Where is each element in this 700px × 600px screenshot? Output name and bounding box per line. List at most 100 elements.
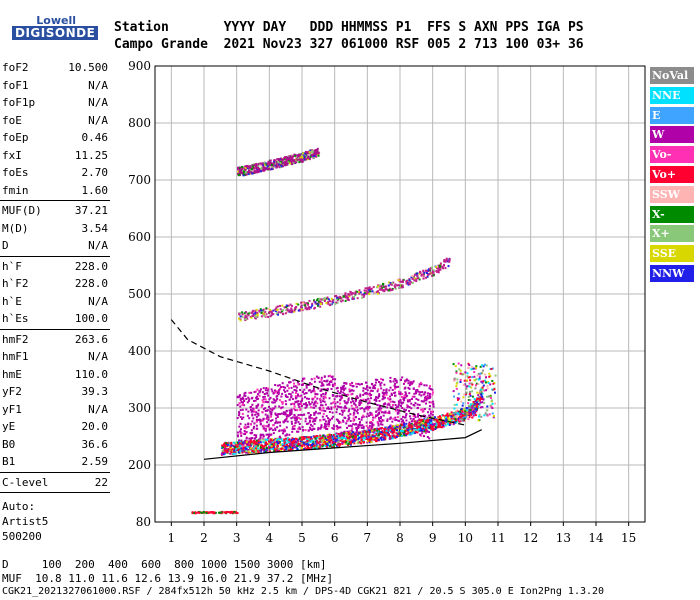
data-point-w: [297, 421, 300, 424]
data-point-spread: [469, 390, 472, 393]
data-point-w: [372, 384, 375, 387]
data-point-f: [470, 407, 473, 410]
data-point-f: [336, 299, 339, 302]
data-point-w: [292, 425, 295, 428]
data-point-spread: [484, 379, 487, 382]
data-point-w: [376, 414, 379, 417]
data-point-w: [323, 425, 326, 428]
data-point-f: [280, 438, 283, 441]
data-point-f: [290, 304, 293, 307]
data-point-f: [336, 443, 339, 446]
data-point-f: [394, 427, 397, 430]
data-point-f: [310, 152, 313, 155]
data-point-f: [247, 442, 250, 445]
data-point-w: [268, 427, 271, 430]
data-point-f: [349, 431, 352, 434]
data-point-w: [365, 407, 368, 410]
data-point-w: [313, 427, 316, 430]
data-point-f: [311, 302, 314, 305]
data-point-f: [264, 310, 267, 313]
data-point-w: [366, 389, 369, 392]
data-point-f: [295, 305, 298, 308]
data-point-w: [285, 418, 288, 421]
data-point-spread: [491, 412, 494, 415]
data-point-f: [279, 162, 282, 165]
data-point-f: [357, 435, 360, 438]
data-point-f: [239, 446, 242, 449]
data-point-w: [410, 420, 413, 423]
data-point-f: [322, 438, 325, 441]
data-point-spread: [481, 364, 484, 367]
data-point-w: [289, 412, 292, 415]
data-point-f: [255, 308, 258, 311]
data-point-f: [285, 156, 288, 159]
data-point-f: [464, 414, 467, 417]
data-point-w: [314, 395, 317, 398]
data-point-w: [291, 430, 294, 433]
data-point-f: [252, 445, 255, 448]
data-point-f: [393, 435, 396, 438]
data-point-f: [297, 159, 300, 162]
data-point-w: [400, 401, 403, 404]
data-point-w: [382, 403, 385, 406]
data-point-f: [401, 286, 404, 289]
data-point-w: [293, 385, 296, 388]
data-point-f: [333, 433, 336, 436]
data-point-f: [435, 418, 438, 421]
param-value: N/A: [88, 78, 108, 92]
data-point-spread: [483, 401, 486, 404]
data-point-w: [373, 398, 376, 401]
data-point-w: [279, 424, 282, 427]
data-point-f: [404, 429, 407, 432]
data-point-w: [253, 410, 256, 413]
data-point-f: [313, 436, 316, 439]
data-point-w: [430, 401, 433, 404]
data-point-w: [408, 392, 411, 395]
data-point-f: [367, 430, 370, 433]
data-point-f: [242, 174, 245, 177]
data-point-w: [362, 427, 365, 430]
data-point-f: [315, 299, 318, 302]
data-point-w: [359, 424, 362, 427]
data-point-f: [370, 441, 373, 444]
data-point-w: [239, 416, 242, 419]
data-point-f: [452, 423, 455, 426]
data-point-f: [411, 274, 414, 277]
data-point-w: [328, 397, 331, 400]
data-point-spread: [485, 389, 488, 392]
data-point-spread: [459, 369, 462, 372]
data-point-w: [257, 409, 260, 412]
data-point-w: [268, 398, 271, 401]
data-point-spread: [481, 388, 484, 391]
data-point-spread: [480, 415, 483, 418]
data-point-w: [266, 392, 269, 395]
data-point-w: [265, 387, 268, 390]
data-point-f: [265, 163, 268, 166]
data-point-f: [280, 165, 283, 168]
data-point-spread: [468, 364, 471, 367]
data-point-f: [411, 277, 414, 280]
data-point-f: [302, 435, 305, 438]
data-point-w: [360, 418, 363, 421]
data-point-w: [414, 416, 417, 419]
data-point-w: [342, 387, 345, 390]
data-point-w: [312, 388, 315, 391]
data-point-f: [387, 434, 390, 437]
data-point-f: [283, 438, 286, 441]
data-point-spread: [462, 402, 465, 405]
data-point-spread: [491, 389, 494, 392]
data-point-f: [239, 444, 242, 447]
data-point-f: [446, 414, 449, 417]
data-point-f: [316, 436, 319, 439]
data-point-f: [294, 445, 297, 448]
data-point-w: [386, 406, 389, 409]
data-point-es: [229, 511, 232, 514]
data-point-w: [326, 383, 329, 386]
data-point-f: [286, 309, 289, 312]
data-point-w: [271, 409, 274, 412]
data-point-f: [408, 424, 411, 427]
data-point-w: [324, 393, 327, 396]
data-point-spread: [477, 383, 480, 386]
data-point-w: [297, 430, 300, 433]
data-point-w: [274, 391, 277, 394]
